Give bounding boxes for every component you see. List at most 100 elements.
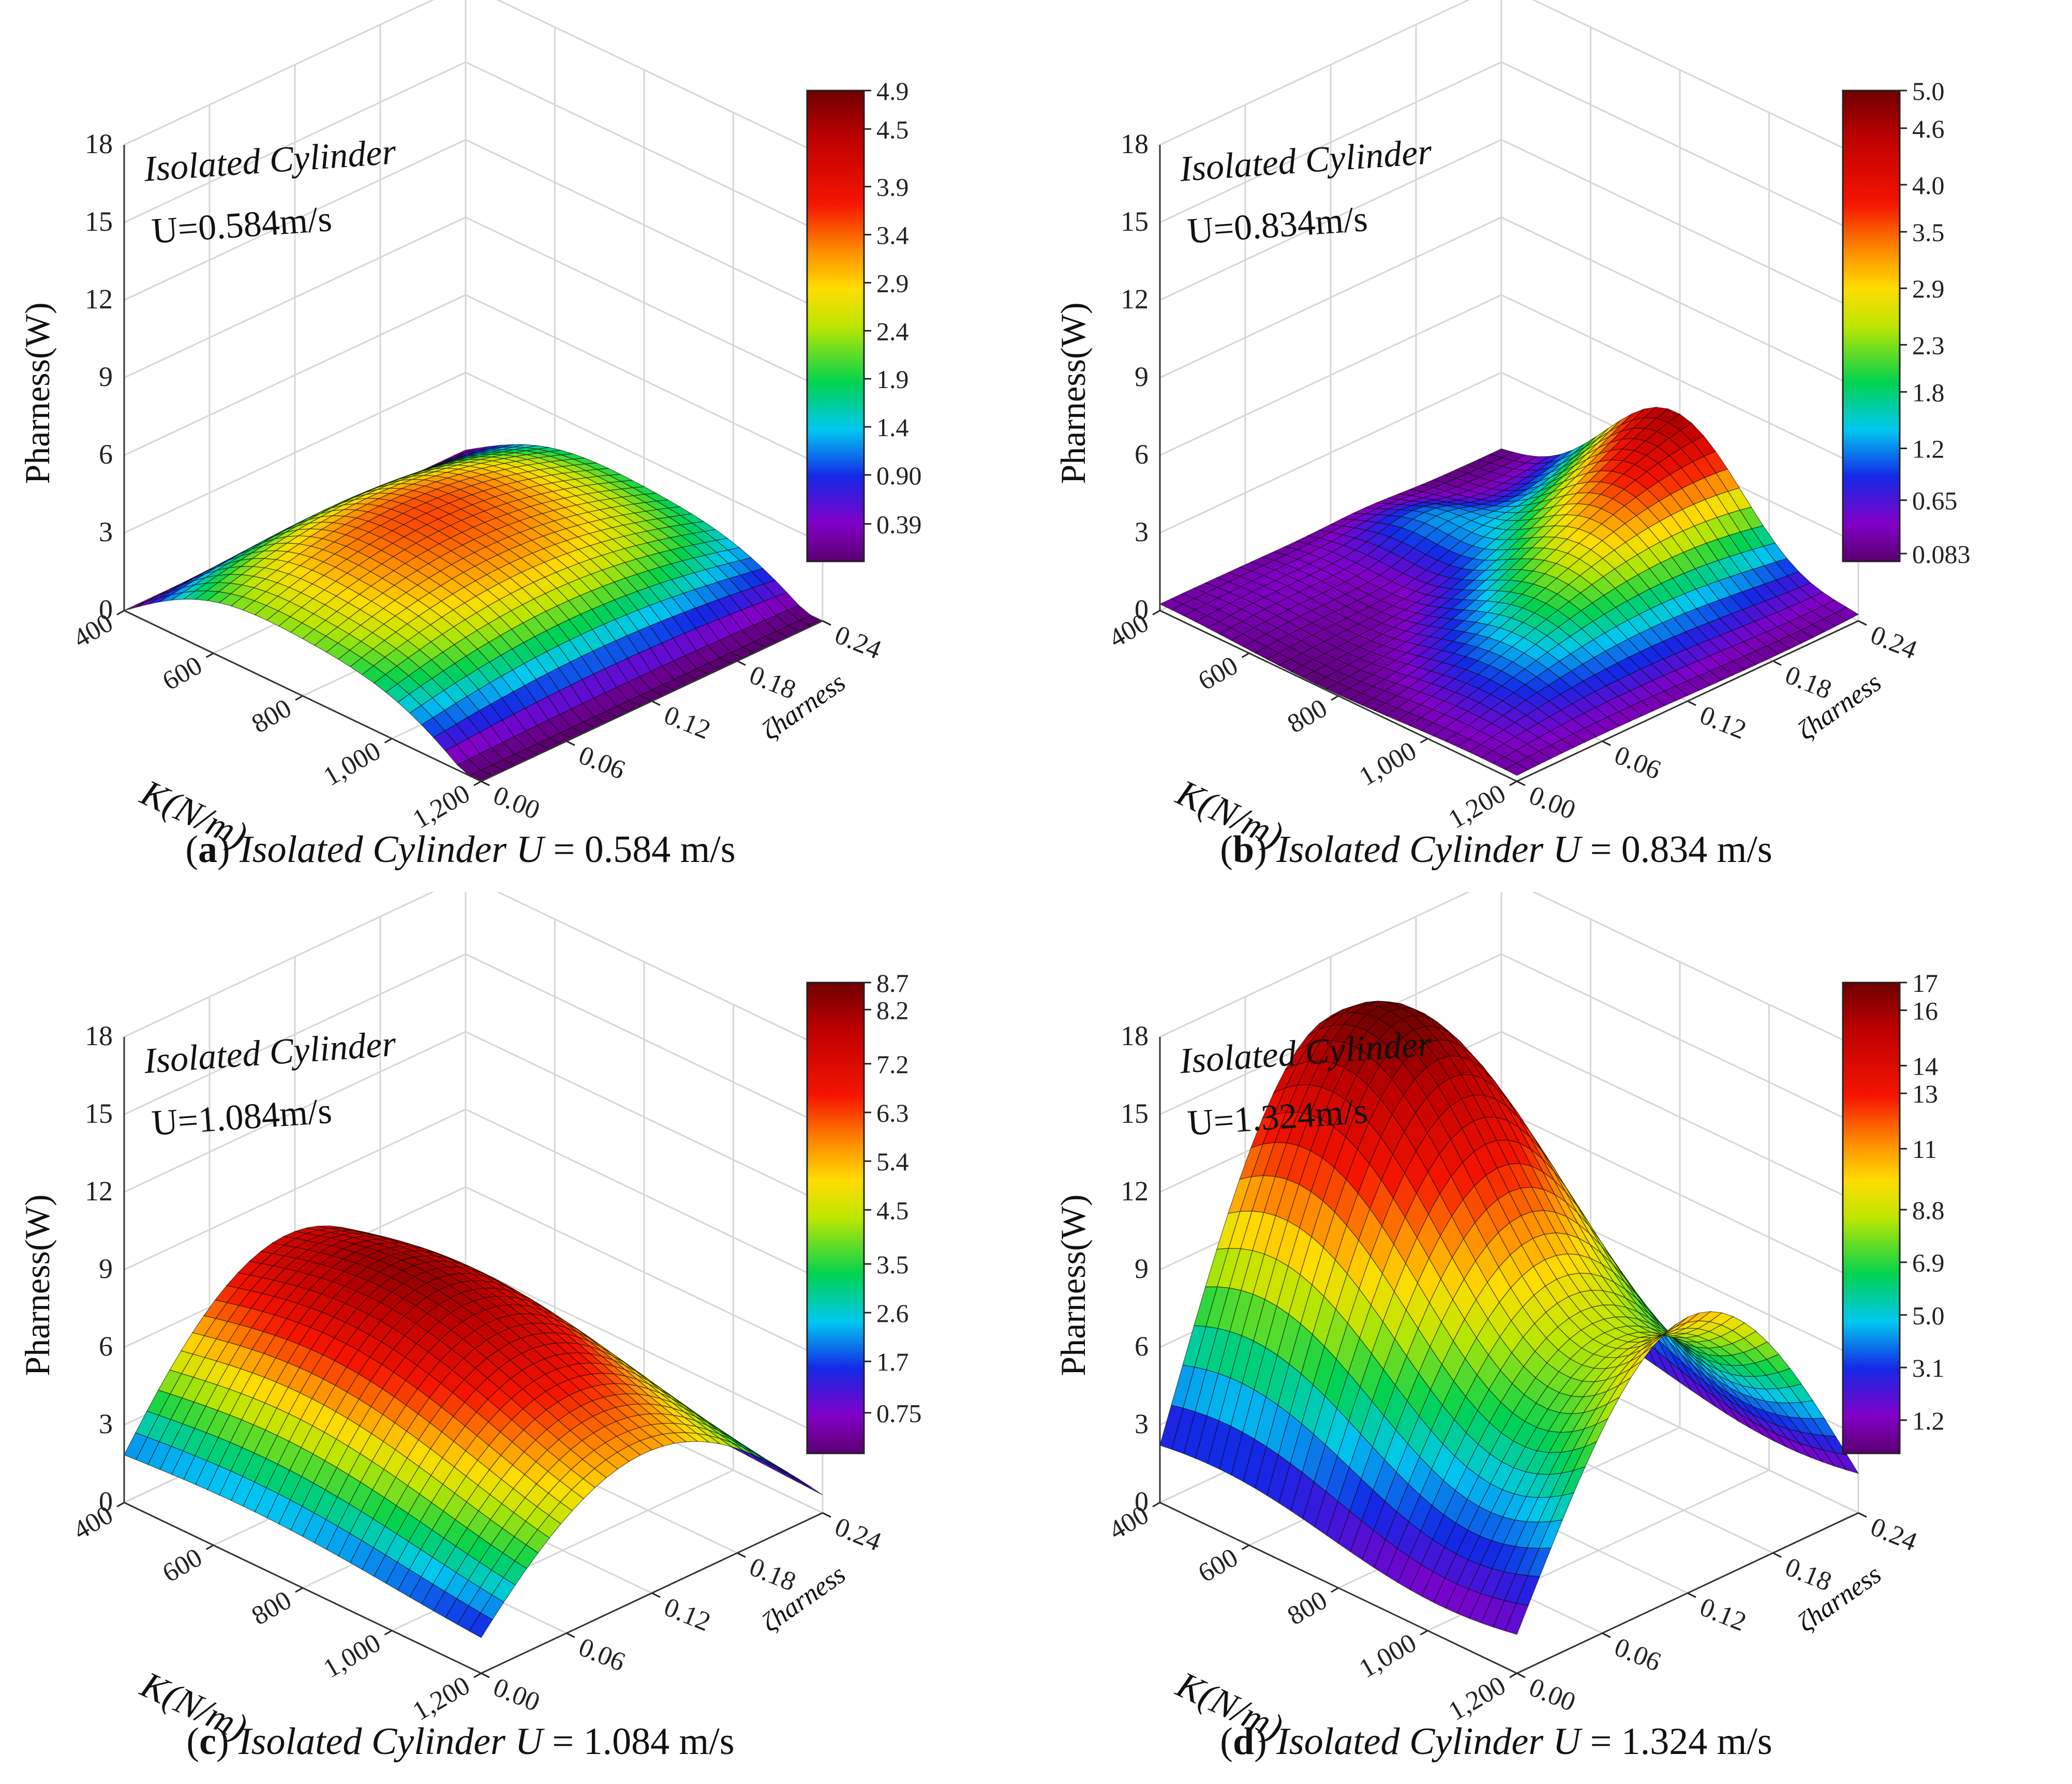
colorbar-tick-label: 7.2 bbox=[876, 1050, 909, 1079]
colorbar-tick-label: 2.6 bbox=[876, 1299, 909, 1328]
y-tick-label: 0.24 bbox=[1867, 620, 1921, 665]
colorbar-tick-label: 0.65 bbox=[1912, 486, 1958, 515]
z-tick-label: 0 bbox=[1135, 1486, 1149, 1517]
x-tick-label: 1,200 bbox=[408, 1671, 475, 1727]
caption-label: b bbox=[1232, 828, 1255, 871]
x-tick bbox=[1420, 1630, 1428, 1636]
caption-label: d bbox=[1232, 1720, 1255, 1763]
annotation-speed: U=1.084m/s bbox=[151, 1091, 333, 1143]
colorbar-tick-label: 4.9 bbox=[876, 77, 909, 106]
z-tick-label: 15 bbox=[85, 206, 113, 237]
surface-d bbox=[1159, 1001, 1859, 1635]
y-tick bbox=[651, 1592, 661, 1598]
panel-caption: (b) Isolated Cylinder U = 0.834 m/s bbox=[1220, 828, 1772, 871]
annotation-speed: U=0.584m/s bbox=[151, 199, 333, 251]
y-tick bbox=[566, 740, 575, 746]
y-tick bbox=[1687, 700, 1696, 706]
x-tick bbox=[1420, 738, 1428, 744]
colorbar-tick-label: 1.8 bbox=[1912, 378, 1945, 407]
caption-value: 1.324 m/s bbox=[1621, 1720, 1772, 1763]
x-tick-label: 600 bbox=[157, 651, 207, 696]
z-tick-label: 9 bbox=[1135, 1253, 1149, 1284]
y-tick-label: 0.24 bbox=[831, 1512, 886, 1557]
colorbar-tick-label: 3.5 bbox=[876, 1250, 909, 1279]
z-tick-label: 3 bbox=[1135, 516, 1149, 547]
surface-cell bbox=[469, 1612, 493, 1638]
y-tick bbox=[1516, 780, 1526, 786]
z-axis-label: Pharness(W) bbox=[1053, 302, 1093, 484]
x-tick-label: 1,000 bbox=[319, 736, 386, 792]
axis-line bbox=[124, 1501, 482, 1674]
colorbar-tick-label: 1.4 bbox=[876, 413, 909, 442]
y-tick-label: 0.00 bbox=[1525, 1672, 1580, 1717]
z-tick-label: 0 bbox=[99, 594, 113, 625]
caption-prefix: Isolated Cylinder U bbox=[238, 1720, 543, 1763]
panel-caption: (c) Isolated Cylinder U = 1.084 m/s bbox=[186, 1720, 735, 1763]
y-tick-label: 0.06 bbox=[1611, 740, 1665, 785]
x-tick bbox=[1152, 1501, 1160, 1508]
y-tick-label: 0.12 bbox=[660, 700, 715, 745]
surface-c bbox=[124, 1225, 823, 1638]
x-tick bbox=[1509, 780, 1517, 786]
z-axis-label: Pharness(W) bbox=[18, 302, 57, 484]
x-tick-label: 600 bbox=[157, 1543, 207, 1588]
colorbar-tick-label: 1.7 bbox=[876, 1347, 909, 1376]
y-tick bbox=[1772, 660, 1782, 666]
panel-c: 0 3 6 9 12 15 18 400 600 800 1,000 1,200 0.00 0.06 0.1… bbox=[0, 892, 1036, 1784]
annotation-title: Isolated Cylinder bbox=[142, 1024, 398, 1081]
colorbar-tick-label: 5.0 bbox=[1912, 1301, 1945, 1330]
z-tick-label: 0 bbox=[1135, 594, 1149, 625]
colorbar-tick-label: 8.8 bbox=[1912, 1196, 1945, 1225]
z-tick-label: 12 bbox=[85, 1176, 113, 1207]
y-tick bbox=[481, 1672, 490, 1678]
colorbar-tick-label: 1.9 bbox=[876, 365, 909, 394]
z-tick-label: 3 bbox=[99, 516, 113, 547]
z-axis-label: Pharness(W) bbox=[1053, 1194, 1093, 1376]
colorbar-tick-label: 0.39 bbox=[876, 510, 922, 539]
x-tick bbox=[1241, 652, 1250, 658]
x-tick bbox=[1331, 1587, 1339, 1593]
x-tick-label: 1,200 bbox=[408, 779, 475, 835]
y-tick bbox=[1602, 1632, 1611, 1638]
axis-line bbox=[1516, 1512, 1859, 1674]
z-tick-label: 12 bbox=[1121, 1176, 1149, 1207]
colorbar-tick-label: 2.4 bbox=[876, 317, 909, 346]
y-tick-label: 0.06 bbox=[1611, 1632, 1665, 1677]
colorbar-tick-label: 6.3 bbox=[876, 1098, 909, 1127]
colorbar-tick-label: 4.5 bbox=[876, 115, 909, 144]
annotation-title: Isolated Cylinder bbox=[1178, 132, 1434, 189]
x-tick bbox=[1509, 1672, 1517, 1678]
axis-line bbox=[124, 609, 482, 782]
panel-a: 0 3 6 9 12 15 18 400 600 800 1,000 1,200 0.00 0.06 0.1… bbox=[0, 0, 1036, 892]
y-tick-label: 0.12 bbox=[1696, 700, 1751, 745]
colorbar bbox=[1842, 982, 1901, 1454]
colorbar-tick-label: 17 bbox=[1912, 969, 1938, 998]
colorbar-tick-label: 8.7 bbox=[876, 969, 909, 998]
x-tick bbox=[1152, 609, 1160, 616]
z-tick-label: 12 bbox=[1121, 284, 1149, 315]
z-tick-label: 3 bbox=[99, 1408, 113, 1439]
caption-prefix: Isolated Cylinder U bbox=[240, 828, 544, 871]
caption-value: 0.584 m/s bbox=[584, 828, 736, 871]
x-tick-label: 1,000 bbox=[1354, 736, 1422, 792]
y-tick bbox=[1858, 620, 1867, 626]
colorbar bbox=[806, 982, 865, 1454]
caption-value: 0.834 m/s bbox=[1621, 828, 1772, 871]
x-tick-label: 1,000 bbox=[319, 1628, 386, 1684]
y-tick bbox=[481, 780, 490, 786]
y-tick bbox=[1687, 1592, 1696, 1598]
z-tick-label: 6 bbox=[1135, 439, 1149, 470]
colorbar-tick-label: 3.4 bbox=[876, 221, 909, 250]
colorbar-tick-label: 5.4 bbox=[876, 1147, 909, 1176]
y-tick-label: 0.00 bbox=[1525, 780, 1580, 825]
axis-line bbox=[481, 620, 823, 782]
z-tick-label: 18 bbox=[85, 1020, 113, 1051]
caption-label: c bbox=[199, 1720, 216, 1763]
caption-prefix: Isolated Cylinder U bbox=[1276, 828, 1581, 871]
x-tick-label: 600 bbox=[1193, 1543, 1243, 1588]
colorbar-tick-label: 13 bbox=[1912, 1079, 1938, 1108]
colorbar-tick-label: 1.2 bbox=[1912, 1406, 1945, 1435]
